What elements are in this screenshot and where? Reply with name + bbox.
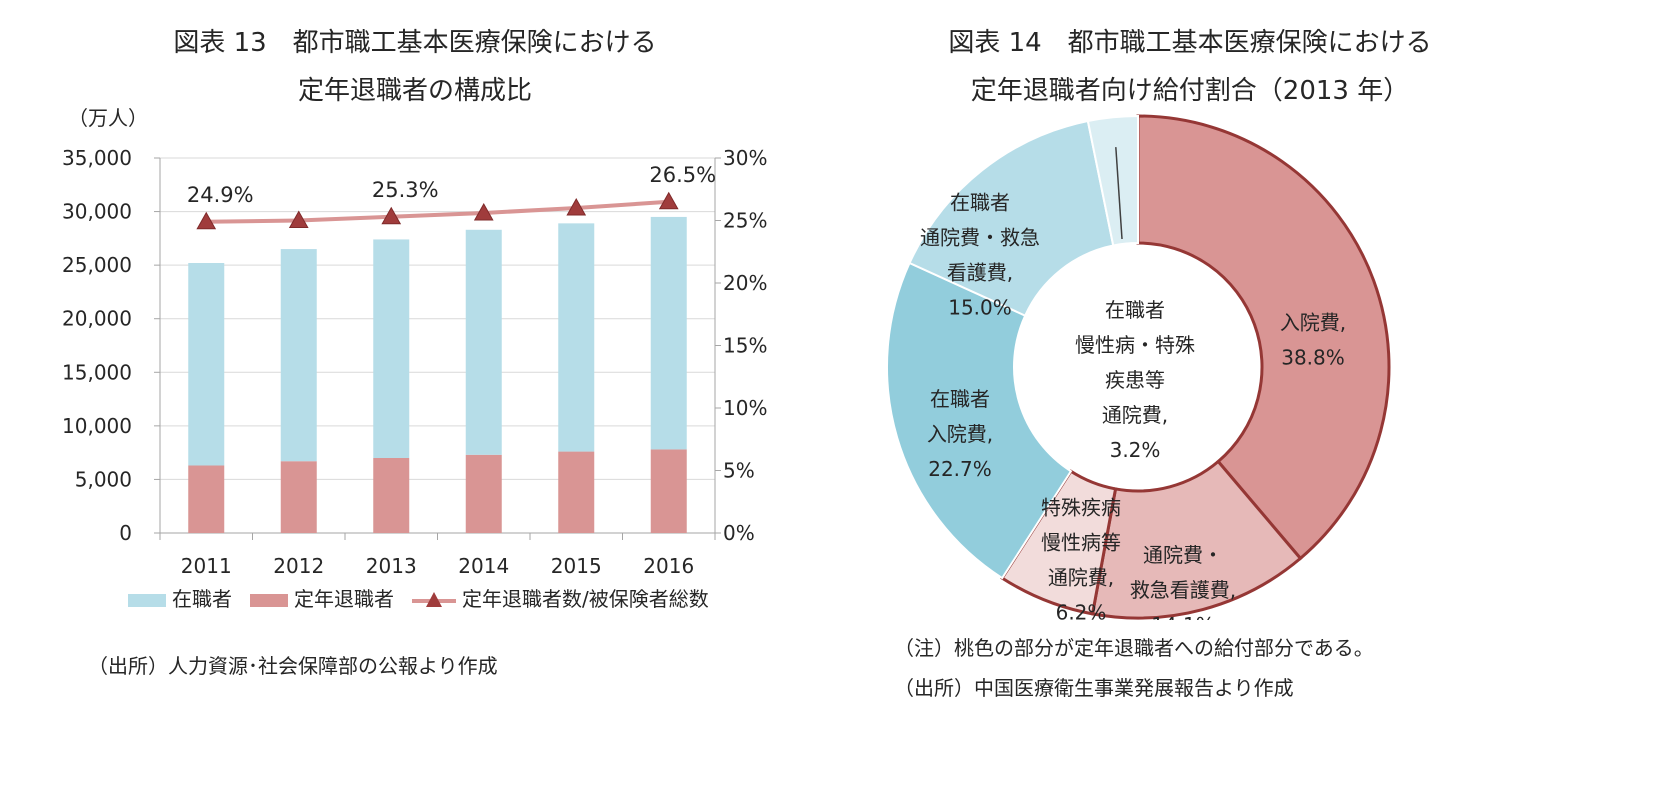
bars: [188, 216, 687, 533]
ratio-line-path: [206, 199, 669, 224]
bar-retiree: [558, 451, 595, 533]
bar-worker: [280, 249, 317, 462]
slice-label: 14.1%: [1151, 613, 1215, 620]
bar-retiree: [465, 454, 502, 533]
legend-label-worker: 在職者: [172, 587, 232, 611]
x-tick-label: 2012: [273, 554, 324, 578]
legend-label-ratio: 定年退職者数/被保険者総数: [462, 587, 709, 611]
ratio-point: [196, 211, 217, 230]
bar-worker: [558, 223, 595, 452]
slice-label: 通院費・救急: [920, 226, 1040, 250]
bar-retiree: [650, 449, 687, 533]
x-tick-label: 2016: [643, 554, 694, 578]
slice-label: 救急看護費,: [1130, 578, 1236, 602]
slice-label: 通院費,: [1102, 403, 1168, 427]
slice-label: 慢性病・特殊: [1075, 333, 1195, 357]
figure-13: 図表 13 都市職工基本医療保険における 定年退職者の構成比 （万人） 0 5,0…: [0, 0, 830, 787]
bar-chart: （万人） 0 5,000 10,000 15,000 20,000 25,000 30,00…: [62, 106, 767, 611]
fig13-title-line1: 図表 13 都市職工基本医療保険における: [173, 28, 657, 58]
bar-worker: [650, 216, 687, 450]
y2-tick-labels: 0% 5% 10% 15% 20% 25% 30%: [723, 146, 767, 545]
ratio-point: [381, 206, 402, 225]
slice-label: 在職者: [950, 191, 1010, 215]
bar-worker: [373, 239, 410, 458]
y2-tick-label: 15%: [723, 334, 767, 358]
x-tick-labels: 2011 2012 2013 2014 2015 2016: [181, 554, 694, 578]
slice-label: 38.8%: [1281, 346, 1345, 370]
slice-label: 疾患等: [1105, 368, 1165, 392]
figure-14: 図表 14 都市職工基本医療保険における 定年退職者向け給付割合（2013 年）…: [880, 0, 1660, 787]
slice-label: 入院費,: [927, 422, 993, 446]
legend-marker-ratio: [426, 592, 442, 607]
slice-label: 通院費・: [1143, 543, 1223, 567]
fig13-title-line2: 定年退職者の構成比: [297, 76, 532, 106]
legend-label-retiree: 定年退職者: [294, 587, 394, 611]
bar-retiree: [280, 461, 317, 533]
bar-worker: [465, 229, 502, 455]
slice-leader-line: [1115, 147, 1123, 240]
ratio-point: [473, 202, 494, 221]
y2-tick-label: 10%: [723, 396, 767, 420]
y2-tick-label: 30%: [723, 146, 767, 170]
slice-label: 慢性病等: [1041, 531, 1121, 555]
x-tick-label: 2011: [181, 554, 232, 578]
slice-label: 15.0%: [948, 296, 1012, 320]
x-tick-label: 2014: [458, 554, 509, 578]
fig13-source: （出所）人力資源･社会保障部の公報より作成: [88, 654, 498, 678]
bar-retiree: [373, 458, 410, 533]
y2-tick-label: 0%: [723, 521, 755, 545]
legend-swatch-worker: [128, 594, 166, 607]
bar-retiree: [188, 465, 225, 533]
y2-tick-label: 20%: [723, 271, 767, 295]
data-label: 26.5%: [649, 163, 716, 187]
x-tick-label: 2015: [551, 554, 602, 578]
y-tick-label: 15,000: [62, 360, 132, 384]
y-tick-label: 10,000: [62, 414, 132, 438]
y2-tick-label: 25%: [723, 209, 767, 233]
donut-slices: [886, 114, 1391, 620]
ratio-line: [196, 191, 679, 230]
bar-worker: [188, 263, 225, 466]
fig14-note: （注）桃色の部分が定年退職者への給付部分である。: [894, 636, 1374, 660]
fig14-title-line2: 定年退職者向け給付割合（2013 年）: [970, 76, 1410, 106]
slice-label: 通院費,: [1048, 566, 1114, 590]
y2-tick-label: 5%: [723, 459, 755, 483]
slice-label: 在職者: [1105, 298, 1165, 322]
legend: 在職者 定年退職者 定年退職者数/被保険者総数: [128, 587, 709, 611]
y-tick-label: 0: [119, 521, 132, 545]
y-tick-label: 30,000: [62, 200, 132, 224]
slice-label: 入院費,: [1280, 311, 1346, 335]
y-tick-label: 25,000: [62, 253, 132, 277]
data-label: 24.9%: [187, 183, 254, 207]
ratio-point: [288, 210, 309, 228]
axes: [154, 157, 721, 540]
y-tick-label: 35,000: [62, 146, 132, 170]
donut-chart: 入院費,38.8%通院費・救急看護費,14.1%特殊疾病慢性病等通院費,6.2%…: [886, 114, 1391, 621]
slice-label: 特殊疾病: [1041, 496, 1121, 520]
donut-slice: [1090, 459, 1303, 620]
grid-lines: [160, 157, 715, 480]
slice-labels: 入院費,38.8%通院費・救急看護費,14.1%特殊疾病慢性病等通院費,6.2%…: [920, 191, 1346, 621]
donut-slice: [886, 261, 1073, 580]
y-tick-label: 5,000: [75, 467, 132, 491]
donut-slice: [908, 119, 1115, 317]
slice-label: 3.2%: [1110, 438, 1161, 462]
fig14-title-line1: 図表 14 都市職工基本医療保険における: [948, 28, 1432, 58]
y-unit-label: （万人）: [68, 106, 148, 130]
legend-swatch-retiree: [250, 594, 288, 607]
ratio-point: [566, 197, 587, 216]
x-tick-label: 2013: [366, 554, 417, 578]
data-labels: 24.9% 25.3% 26.5%: [187, 163, 716, 207]
ratio-point: [658, 191, 679, 210]
data-label: 25.3%: [372, 178, 439, 202]
y-tick-labels: 0 5,000 10,000 15,000 20,000 25,000 30,000 35,0…: [62, 146, 132, 545]
donut-slice: [1136, 114, 1391, 561]
slice-label: 6.2%: [1056, 601, 1107, 621]
y-tick-label: 20,000: [62, 307, 132, 331]
fig14-source: （出所）中国医療衛生事業発展報告より作成: [894, 676, 1294, 700]
slice-label: 看護費,: [947, 261, 1013, 285]
slice-label: 在職者: [930, 387, 990, 411]
donut-slice: [1086, 114, 1139, 247]
slice-label: 22.7%: [928, 457, 992, 481]
